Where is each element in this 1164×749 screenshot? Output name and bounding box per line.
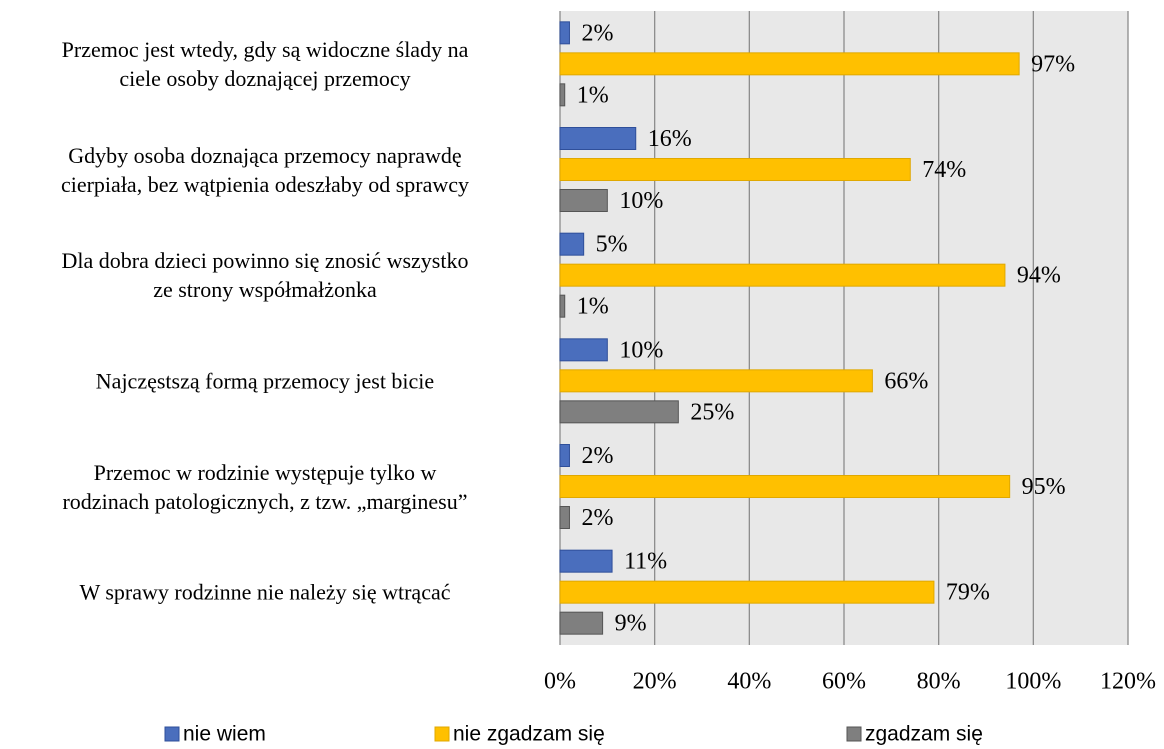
x-tick-label: 40% [727, 669, 771, 695]
bar [559, 475, 1011, 498]
x-tick-label: 120% [1100, 669, 1156, 695]
value-label: 94% [1017, 263, 1061, 289]
bar [559, 338, 608, 362]
bar [559, 369, 873, 393]
x-tick-label: 20% [633, 669, 677, 695]
legend-label: nie wiem [183, 723, 266, 746]
bar [559, 189, 608, 212]
value-label: 16% [648, 126, 692, 152]
value-label: 1% [577, 82, 609, 108]
value-label: 10% [619, 337, 663, 363]
value-label: 2% [581, 20, 613, 46]
bar [559, 263, 1006, 287]
legend-swatch [434, 726, 450, 742]
legend-label: zgadzam się [865, 723, 983, 746]
value-label: 79% [946, 580, 990, 606]
value-label: 74% [922, 157, 966, 183]
value-label: 2% [581, 505, 613, 531]
value-label: 9% [615, 611, 647, 637]
bar [559, 549, 613, 573]
bar [559, 294, 566, 318]
bar [559, 400, 679, 424]
value-label: 95% [1022, 474, 1066, 500]
value-label: 10% [619, 188, 663, 214]
x-tick-label: 100% [1005, 669, 1061, 695]
category-label: Gdyby osoba doznająca przemocy naprawdę … [60, 142, 470, 197]
bar [559, 158, 911, 181]
value-label: 25% [690, 399, 734, 425]
bar [559, 232, 585, 256]
bar [559, 127, 637, 150]
legend-label: nie zgadzam się [453, 723, 605, 746]
category-label: Dla dobra dzieci powinno się znosić wszy… [61, 248, 469, 303]
x-tick-label: 0% [544, 669, 576, 695]
bar [559, 580, 935, 604]
category-label: W sprawy rodzinne nie należy się wtrącać [79, 579, 451, 605]
x-tick-label: 60% [822, 669, 866, 695]
category-label: Przemoc w rodzinie występuje tylko w rod… [62, 459, 468, 514]
value-label: 1% [577, 294, 609, 320]
value-label: 66% [884, 368, 928, 394]
value-label: 2% [581, 443, 613, 469]
bar [559, 444, 570, 467]
value-label: 11% [624, 549, 667, 575]
legend-swatch [164, 726, 180, 742]
bar [559, 506, 570, 529]
value-label: 5% [596, 232, 628, 258]
bar [559, 83, 566, 107]
bar [559, 21, 570, 45]
bar [559, 52, 1020, 76]
value-label: 97% [1031, 51, 1075, 77]
category-label: Najczęstszą formą przemocy jest bicie [95, 368, 435, 394]
x-tick-label: 80% [917, 669, 961, 695]
legend-swatch [846, 726, 862, 742]
bar [559, 611, 604, 635]
category-label: Przemoc jest wtedy, gdy są widoczne ślad… [61, 36, 469, 91]
